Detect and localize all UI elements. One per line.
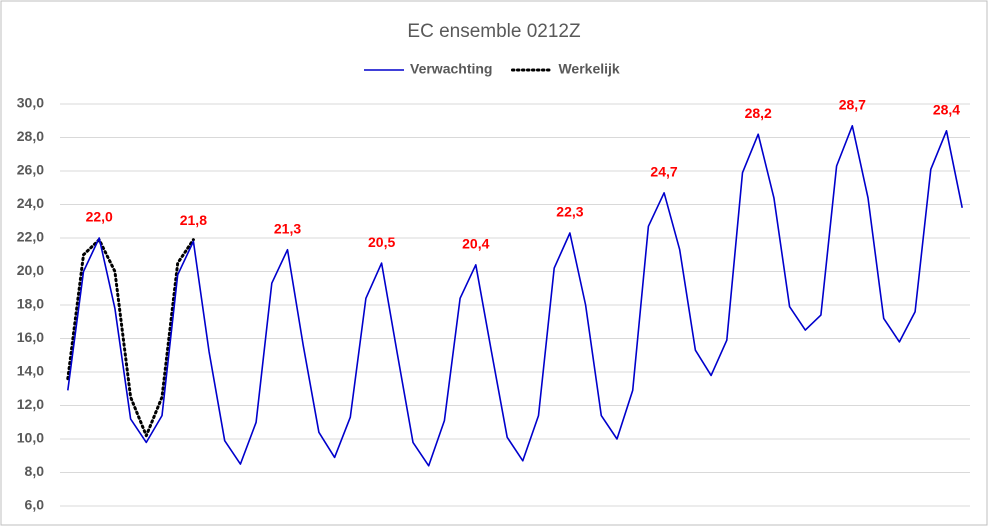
legend-label: Verwachting xyxy=(410,61,492,77)
line-series xyxy=(67,125,963,467)
y-tick-label: 14,0 xyxy=(17,363,44,379)
y-tick-label: 8,0 xyxy=(25,463,45,479)
y-tick-label: 28,0 xyxy=(17,128,44,144)
y-tick-label: 22,0 xyxy=(17,229,44,245)
data-label: 22,3 xyxy=(556,204,583,220)
y-tick-label: 20,0 xyxy=(17,262,44,278)
line-series xyxy=(66,238,195,438)
data-label: 20,5 xyxy=(368,234,395,250)
legend-label: Werkelijk xyxy=(558,61,619,77)
y-tick-label: 30,0 xyxy=(17,95,44,111)
y-tick-label: 6,0 xyxy=(25,497,45,513)
y-tick-label: 16,0 xyxy=(17,329,44,345)
data-label: 22,0 xyxy=(86,209,113,225)
y-tick-label: 10,0 xyxy=(17,430,44,446)
data-label: 28,7 xyxy=(839,96,866,112)
data-label: 24,7 xyxy=(650,163,677,179)
y-tick-label: 26,0 xyxy=(17,162,44,178)
data-label: 21,3 xyxy=(274,220,301,236)
data-label: 28,2 xyxy=(745,105,772,121)
data-label: 21,8 xyxy=(180,212,207,228)
y-tick-label: 18,0 xyxy=(17,296,44,312)
y-tick-label: 12,0 xyxy=(17,396,44,412)
data-label: 20,4 xyxy=(462,236,489,252)
y-tick-label: 24,0 xyxy=(17,195,44,211)
chart-title: EC ensemble 0212Z xyxy=(407,21,581,42)
data-label: 28,4 xyxy=(933,102,960,118)
